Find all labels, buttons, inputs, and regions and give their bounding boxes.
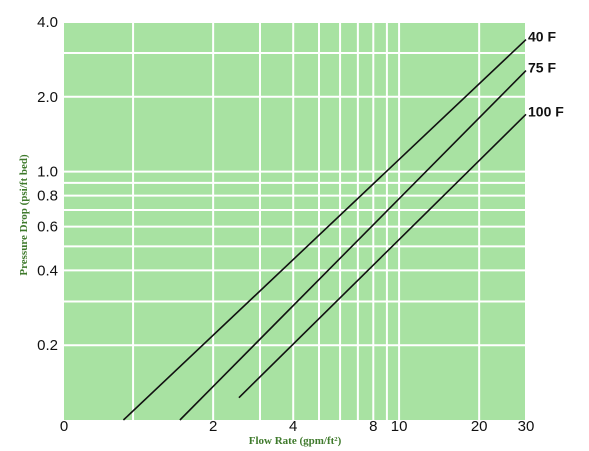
x-tick-labels: 0 2 4 8 10 20 30 xyxy=(60,418,535,435)
y-tick-label: 4.0 xyxy=(37,14,58,31)
y-tick-label: 0.2 xyxy=(37,337,58,354)
y-tick-label: 0.8 xyxy=(37,188,58,205)
series-label: 75 F xyxy=(528,60,556,76)
x-tick-label: 0 xyxy=(60,418,68,435)
series-label: 40 F xyxy=(528,29,556,45)
y-tick-label: 1.0 xyxy=(37,164,58,181)
plot-background xyxy=(64,22,526,420)
series-labels: 40 F 75 F 100 F xyxy=(528,29,564,120)
x-tick-label: 4 xyxy=(289,418,297,435)
y-axis-title: Pressure Drop (psi/ft bed) xyxy=(18,154,30,276)
y-tick-label: 0.6 xyxy=(37,219,58,236)
x-tick-label: 20 xyxy=(471,418,488,435)
y-tick-label: 2.0 xyxy=(37,89,58,106)
series-line-75-f xyxy=(179,70,527,421)
series-line-40-f xyxy=(122,38,527,421)
y-gridlines xyxy=(64,21,526,347)
x-axis-title: Flow Rate (gpm/ft²) xyxy=(249,435,342,447)
x-gridlines xyxy=(132,22,527,420)
series-label: 100 F xyxy=(528,103,564,119)
y-tick-labels: 0.2 0.4 0.6 0.8 1.0 2.0 4.0 xyxy=(37,14,58,354)
x-tick-label: 30 xyxy=(518,418,535,435)
x-tick-label: 10 xyxy=(391,418,408,435)
x-tick-label: 8 xyxy=(369,418,377,435)
x-tick-label: 2 xyxy=(209,418,217,435)
series-lines xyxy=(122,38,527,421)
y-tick-label: 0.4 xyxy=(37,262,58,279)
series-line-100-f xyxy=(238,113,527,399)
